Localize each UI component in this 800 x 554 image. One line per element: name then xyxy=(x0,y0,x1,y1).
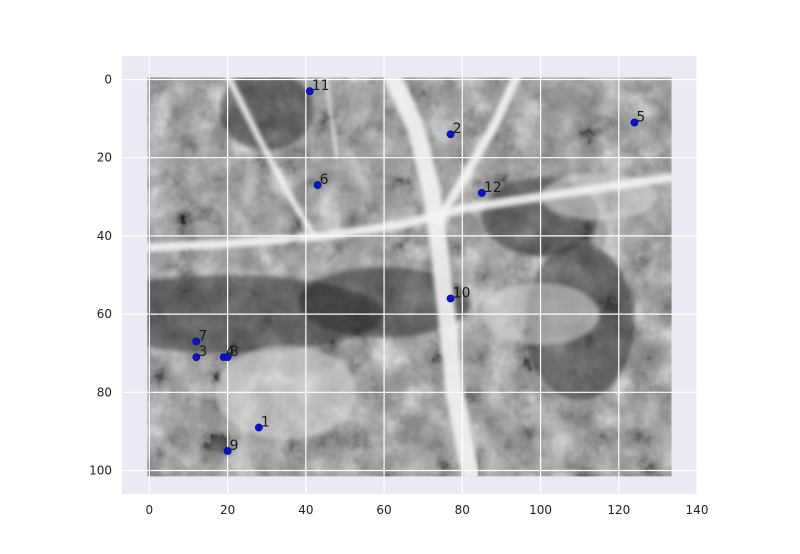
data-point-label: 6 xyxy=(320,172,329,188)
data-point-label: 1 xyxy=(261,415,270,431)
data-point xyxy=(223,353,232,362)
x-tick-label: 20 xyxy=(220,503,235,517)
data-point-label: 8 xyxy=(230,344,239,360)
y-tick-label: 40 xyxy=(97,229,112,243)
image-dark-patch xyxy=(219,77,314,150)
data-point-label: 4 xyxy=(226,344,235,360)
data-point xyxy=(313,181,322,189)
y-tick-label: 60 xyxy=(97,307,112,321)
y-tick-label: 80 xyxy=(97,385,112,399)
data-point-label: 5 xyxy=(636,109,645,125)
data-point xyxy=(255,423,263,432)
data-point xyxy=(630,118,639,127)
data-point-label: 2 xyxy=(453,121,462,137)
image-path xyxy=(434,77,522,225)
background-image xyxy=(147,77,672,477)
x-tick-label: 120 xyxy=(607,503,630,517)
data-point-label: 7 xyxy=(198,328,207,344)
x-tick-label: 60 xyxy=(376,503,391,517)
data-point xyxy=(446,130,455,139)
data-point xyxy=(223,447,232,455)
data-point xyxy=(192,337,201,346)
data-point-label: 11 xyxy=(312,78,330,94)
data-point-label: 10 xyxy=(453,285,471,301)
x-axis: 0 20 40 60 80 100 120 140 xyxy=(146,503,709,517)
data-point-label: 12 xyxy=(484,180,502,196)
y-tick-label: 0 xyxy=(104,72,112,86)
grid xyxy=(122,56,698,494)
image-path xyxy=(225,77,317,239)
data-point-label: 9 xyxy=(230,438,239,454)
data-point-label: 3 xyxy=(198,344,207,360)
data-point xyxy=(305,87,314,96)
image-path xyxy=(324,77,339,160)
data-point xyxy=(477,188,486,197)
data-point xyxy=(192,353,201,362)
y-axis: 0 20 40 60 80 100 xyxy=(89,72,112,477)
x-tick-label: 40 xyxy=(298,503,313,517)
x-tick-label: 0 xyxy=(146,503,154,517)
x-tick-label: 140 xyxy=(686,503,709,517)
x-tick-label: 100 xyxy=(529,503,552,517)
y-tick-label: 20 xyxy=(97,151,112,165)
x-tick-label: 80 xyxy=(455,503,470,517)
y-tick-label: 100 xyxy=(89,464,112,478)
data-point xyxy=(446,294,455,303)
